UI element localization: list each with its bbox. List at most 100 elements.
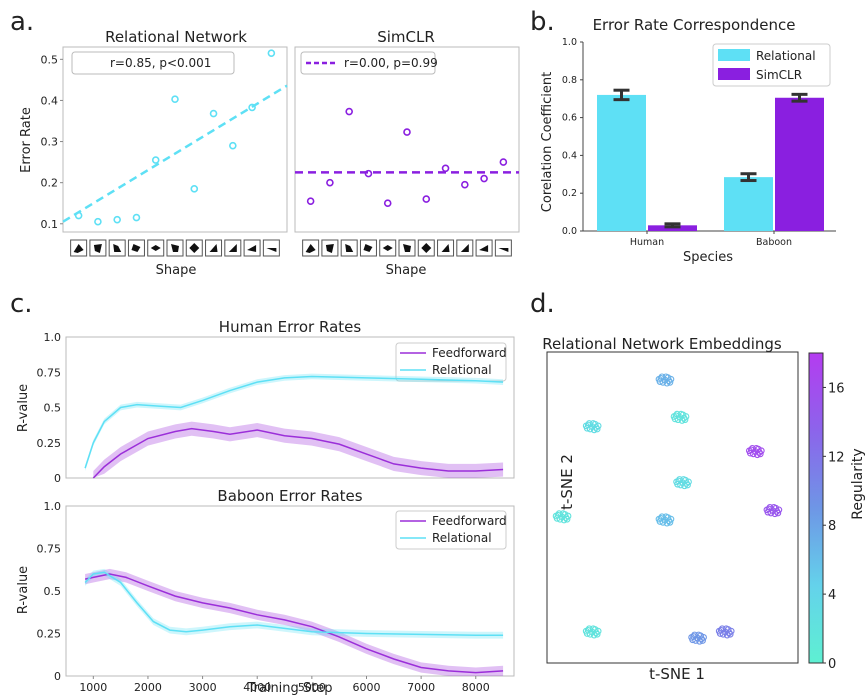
c2-xtick: 2000 <box>134 681 162 694</box>
d-point <box>655 375 663 383</box>
d-point <box>667 375 675 383</box>
shape-thumbnail-icon <box>185 239 203 257</box>
d-point <box>593 630 601 638</box>
a1-point <box>132 213 141 222</box>
a1-point <box>113 215 121 224</box>
d-point <box>727 627 735 635</box>
c2-title: Baboon Error Rates <box>217 487 362 505</box>
shape-thumbnail-icon <box>262 239 280 257</box>
b-legend-swatch-simclr <box>718 68 750 80</box>
d-cluster <box>763 504 783 518</box>
panel-label-c: c. <box>10 289 33 319</box>
shape-thumbnail-glyph <box>479 245 489 252</box>
panel-a-plot: 0.1 0.2 0.3 0.4 0.5 <box>41 46 520 257</box>
shape-thumbnail-icon <box>321 239 339 257</box>
b-category-label: Baboon <box>756 237 792 248</box>
d-point <box>673 478 680 486</box>
d-cluster <box>582 420 602 434</box>
panel-d-plot: 0 4 8 12 16 <box>546 351 845 672</box>
shape-thumbnail-glyph <box>345 244 354 252</box>
a2-point <box>364 169 373 178</box>
d-cluster <box>670 410 690 424</box>
shape-thumbnail-icon <box>127 239 145 257</box>
d-point <box>582 627 590 635</box>
a1-point <box>171 95 179 104</box>
d-colorbar-tick: 8 <box>828 519 836 534</box>
d-cluster <box>673 476 692 490</box>
d-colorbar-tick: 16 <box>828 381 845 396</box>
a1-point <box>209 109 218 118</box>
shape-thumbnail-glyph <box>305 244 316 253</box>
shape-thumbnail-glyph <box>93 244 102 253</box>
shape-thumbnail-glyph <box>113 244 122 252</box>
a2-point <box>326 178 334 187</box>
shape-thumbnail-glyph <box>325 244 334 253</box>
shape-thumbnail-glyph <box>266 248 277 252</box>
shape-thumbnail-icon <box>359 239 377 257</box>
d-xlabel: t-SNE 1 <box>649 665 705 683</box>
c1-ytick: 0.75 <box>37 366 62 379</box>
shape-thumbnail-icon <box>302 239 320 257</box>
d-colorbar-label: Regularity <box>850 448 865 519</box>
a2-point <box>499 158 508 166</box>
shape-thumbnail-icon <box>243 239 261 257</box>
c2-xtick: 7000 <box>407 681 435 694</box>
shape-thumbnail-icon <box>166 239 184 257</box>
shape-thumbnail-icon <box>437 239 455 257</box>
c1-line-relational <box>84 375 504 469</box>
panel-label-d: d. <box>530 289 555 319</box>
a1-ytick: 0.1 <box>41 218 59 231</box>
panel-label-a: a. <box>10 7 34 37</box>
a1-point <box>267 49 276 57</box>
a2-point <box>422 195 431 203</box>
c1-line-feedforward <box>92 427 504 479</box>
c2-legend: Feedforward Relational <box>395 510 507 550</box>
d-point <box>715 627 723 635</box>
c1-title: Human Error Rates <box>219 318 362 336</box>
c2-xtick: 5000 <box>298 681 326 694</box>
a2-title: SimCLR <box>377 28 435 46</box>
c2-xtick: 1000 <box>79 681 107 694</box>
d-point <box>756 450 764 458</box>
d-point <box>753 451 761 459</box>
a2-annotation-box: r=0.00, p=0.99 <box>300 51 438 75</box>
c2-ytick: 0.25 <box>37 628 62 641</box>
d-cluster <box>655 513 675 527</box>
d-point <box>593 425 601 433</box>
shape-thumbnail-glyph <box>189 243 200 253</box>
d-point <box>560 516 568 524</box>
c1-band-feedforward <box>93 421 504 478</box>
d-cluster <box>745 444 765 459</box>
a1-point <box>151 156 160 164</box>
c1-ytick: 1.0 <box>44 331 62 344</box>
shape-thumbnail-icon <box>108 239 126 257</box>
a1-ytick: 0.3 <box>41 136 59 149</box>
shape-thumbnail-icon <box>205 239 223 257</box>
a2-point <box>403 128 411 136</box>
shape-thumbnail-glyph <box>363 244 373 252</box>
shape-thumbnail-icon <box>224 239 242 257</box>
shape-thumbnail-glyph <box>460 244 469 252</box>
a1-annotation-box: r=0.85, p<0.001 <box>71 51 235 75</box>
shape-thumbnail-icon <box>70 239 88 257</box>
c2-frame <box>65 505 515 677</box>
c1-ylabel: R-value <box>16 384 31 432</box>
a1-annotation: r=0.85, p<0.001 <box>110 56 211 70</box>
b-category-label: Human <box>630 237 664 248</box>
c2-xtick: 6000 <box>352 681 380 694</box>
a2-point <box>345 107 353 116</box>
c1-legend: Feedforward Relational <box>395 342 507 382</box>
d-colorbar-tick: 12 <box>828 450 845 465</box>
shape-thumbnail-glyph <box>421 243 432 253</box>
d-point <box>763 506 771 514</box>
a1-ylabel: Error Rate <box>19 107 34 173</box>
shape-thumbnail-icon <box>398 239 416 257</box>
shape-thumbnail-icon <box>475 239 493 257</box>
d-point <box>682 413 690 420</box>
d-point <box>775 506 783 514</box>
c2-ytick: 0.5 <box>44 585 62 598</box>
c1-legend-feedforward: Feedforward <box>432 346 507 360</box>
shape-thumbnail-glyph <box>247 245 257 252</box>
a1-ytick: 0.5 <box>41 53 59 66</box>
d-point <box>684 481 691 489</box>
